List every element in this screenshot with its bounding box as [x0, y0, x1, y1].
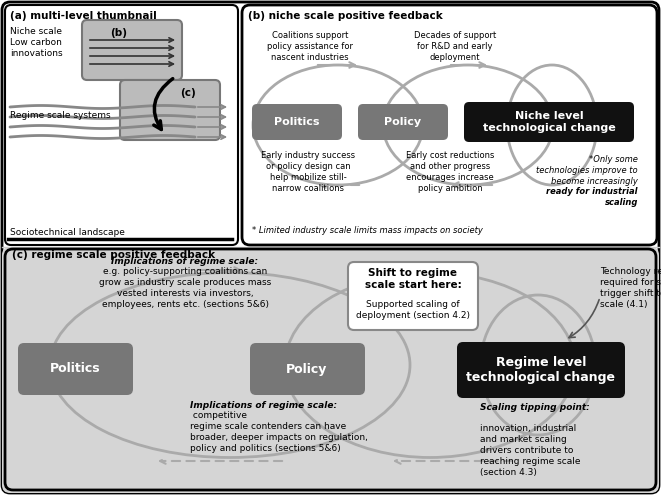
Text: * Limited industry scale limits mass impacts on society: * Limited industry scale limits mass imp… [252, 226, 483, 235]
Text: Supported scaling of
deployment (section 4.2): Supported scaling of deployment (section… [356, 300, 470, 320]
Text: Scaling tipping point:: Scaling tipping point: [480, 403, 590, 412]
Text: Implications of regime scale:: Implications of regime scale: [112, 257, 258, 266]
Text: (b) niche scale positive feedback: (b) niche scale positive feedback [248, 11, 443, 21]
Text: Niche scale
Low carbon
innovations: Niche scale Low carbon innovations [10, 27, 63, 58]
FancyArrowPatch shape [160, 458, 282, 464]
Text: Regime scale systems: Regime scale systems [10, 110, 110, 119]
FancyBboxPatch shape [120, 80, 220, 140]
Text: Regime level
technological change: Regime level technological change [467, 356, 615, 384]
FancyArrowPatch shape [453, 182, 492, 188]
Text: Implications of regime scale:: Implications of regime scale: [190, 401, 337, 410]
FancyArrowPatch shape [90, 62, 173, 66]
Text: Early cost reductions
and other progress
encourages increase
policy ambition: Early cost reductions and other progress… [406, 151, 494, 194]
FancyBboxPatch shape [242, 5, 657, 245]
Text: Coalitions support
policy assistance for
nascent industries: Coalitions support policy assistance for… [267, 31, 353, 62]
FancyArrowPatch shape [90, 54, 173, 58]
FancyArrowPatch shape [451, 62, 485, 68]
FancyBboxPatch shape [18, 343, 133, 395]
Text: Politics: Politics [50, 362, 100, 376]
Text: Decades of support
for R&D and early
deployment: Decades of support for R&D and early dep… [414, 31, 496, 62]
FancyArrowPatch shape [198, 115, 225, 119]
FancyArrowPatch shape [90, 38, 173, 42]
Text: Early industry success
or policy design can
help mobilize still-
narrow coalitio: Early industry success or policy design … [261, 151, 355, 194]
FancyBboxPatch shape [5, 5, 238, 245]
Text: e.g. policy-supporting coalitions can
grow as industry scale produces mass
veste: e.g. policy-supporting coalitions can gr… [99, 267, 271, 309]
FancyArrowPatch shape [569, 299, 599, 338]
FancyBboxPatch shape [464, 102, 634, 142]
Text: Policy: Policy [385, 117, 422, 127]
FancyArrowPatch shape [320, 182, 359, 188]
FancyBboxPatch shape [252, 104, 342, 140]
Text: Policy: Policy [286, 362, 328, 376]
FancyArrowPatch shape [395, 458, 512, 464]
FancyArrowPatch shape [154, 79, 173, 130]
Text: Technology readiness is
required for support to
trigger shift to regime
scale (4: Technology readiness is required for sup… [600, 267, 661, 309]
Text: Shift to regime
scale start here:: Shift to regime scale start here: [365, 268, 461, 290]
FancyArrowPatch shape [198, 267, 240, 273]
FancyArrowPatch shape [403, 267, 445, 273]
Text: competitive
regime scale contenders can have
broader, deeper impacts on regulati: competitive regime scale contenders can … [190, 411, 368, 453]
FancyBboxPatch shape [250, 343, 365, 395]
FancyArrowPatch shape [90, 46, 173, 50]
Text: Sociotechnical landscape: Sociotechnical landscape [10, 228, 125, 237]
Text: *Only some
technologies improve to
become increasingly: *Only some technologies improve to becom… [536, 155, 638, 186]
Text: ready for industrial
scaling: ready for industrial scaling [547, 187, 638, 207]
FancyBboxPatch shape [2, 247, 659, 493]
Text: (a) multi-level thumbnail: (a) multi-level thumbnail [10, 11, 157, 21]
FancyArrowPatch shape [198, 135, 225, 139]
Text: innovation, industrial
and market scaling
drivers contribute to
reaching regime : innovation, industrial and market scalin… [480, 413, 580, 478]
FancyBboxPatch shape [457, 342, 625, 398]
FancyArrowPatch shape [318, 62, 355, 68]
Text: Politics: Politics [274, 117, 320, 127]
FancyBboxPatch shape [358, 104, 448, 140]
FancyBboxPatch shape [348, 262, 478, 330]
FancyArrowPatch shape [198, 105, 225, 109]
Text: Niche level
technological change: Niche level technological change [483, 111, 615, 133]
Text: (c): (c) [180, 88, 196, 98]
Text: (b): (b) [110, 28, 127, 38]
FancyBboxPatch shape [82, 20, 182, 80]
Text: (c) regime scale positive feedback: (c) regime scale positive feedback [12, 250, 215, 260]
FancyArrowPatch shape [198, 125, 225, 129]
